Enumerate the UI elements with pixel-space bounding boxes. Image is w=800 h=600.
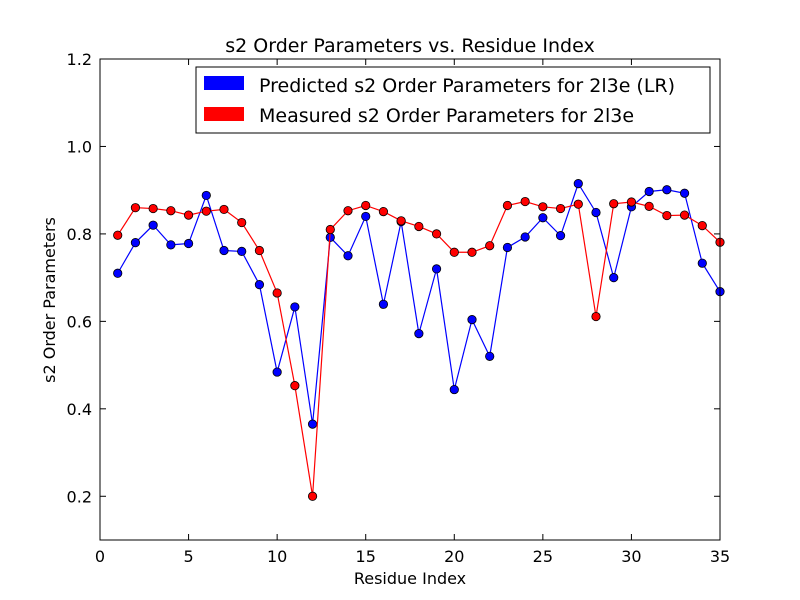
data-point xyxy=(148,203,158,214)
data-point xyxy=(148,220,158,230)
y-axis-label: s2 Order Parameters xyxy=(40,217,59,383)
data-point xyxy=(290,381,300,391)
data-point xyxy=(538,213,548,223)
data-point xyxy=(201,190,211,201)
ticks-layer: 0 5 10 15 20 25 30 35 0.2 0.4 0.6 0.8 1.0 1.2 xyxy=(67,50,731,566)
data-point xyxy=(485,241,495,251)
chart-title: s2 Order Parameters vs. Residue Index xyxy=(225,35,594,57)
y-tick-label: 0.2 xyxy=(67,487,92,506)
data-point xyxy=(343,206,353,216)
data-point xyxy=(662,185,672,195)
data-point xyxy=(467,315,477,325)
data-point xyxy=(272,367,282,377)
data-point xyxy=(520,232,530,242)
data-point xyxy=(361,200,371,211)
data-point xyxy=(573,199,583,209)
y-tick-label: 0.6 xyxy=(67,312,92,331)
data-point xyxy=(166,240,176,250)
data-point xyxy=(662,210,672,221)
legend-swatch-predicted xyxy=(204,76,244,90)
y-tick-label: 0.4 xyxy=(67,400,92,419)
data-point xyxy=(431,264,442,274)
x-tick-label: 10 xyxy=(267,547,287,566)
data-point xyxy=(113,268,123,278)
data-point xyxy=(467,247,477,257)
data-point xyxy=(343,251,353,261)
data-point xyxy=(113,230,123,240)
data-point xyxy=(414,221,424,232)
data-point xyxy=(679,210,690,220)
data-point xyxy=(573,179,583,189)
data-point xyxy=(449,384,459,395)
data-point xyxy=(201,206,211,216)
plot-area xyxy=(100,59,720,540)
data-point xyxy=(502,200,513,211)
data-point xyxy=(183,238,194,249)
x-tick-label: 15 xyxy=(356,547,376,566)
data-point xyxy=(626,197,637,207)
data-point xyxy=(307,419,318,429)
series-1 xyxy=(113,196,725,501)
x-tick-label: 35 xyxy=(710,547,730,566)
x-axis-label: Residue Index xyxy=(354,569,466,588)
y-tick-label: 0.8 xyxy=(67,225,92,244)
y-tick-label: 1.2 xyxy=(67,50,92,69)
data-point xyxy=(361,211,371,222)
data-point xyxy=(183,210,194,220)
data-point xyxy=(290,302,300,312)
data-point xyxy=(555,231,566,241)
data-point xyxy=(378,299,389,309)
x-tick-label: 0 xyxy=(95,547,105,566)
data-point xyxy=(378,207,389,217)
data-point xyxy=(431,229,442,239)
data-point xyxy=(166,206,176,216)
x-tick-label: 25 xyxy=(533,547,553,566)
legend-frame xyxy=(195,66,711,134)
data-point xyxy=(254,280,265,290)
data-point xyxy=(591,207,601,218)
legend-swatch-measured xyxy=(204,107,244,121)
data-point xyxy=(130,238,141,248)
plot-frame xyxy=(99,58,721,541)
data-point xyxy=(272,288,282,298)
data-point xyxy=(307,491,318,501)
series-0 xyxy=(113,179,725,429)
data-point xyxy=(591,311,601,322)
data-point xyxy=(219,245,229,256)
data-point xyxy=(325,224,335,235)
data-point xyxy=(644,201,654,211)
data-point xyxy=(609,273,619,283)
data-point xyxy=(414,329,424,339)
data-point xyxy=(555,203,566,214)
data-point xyxy=(449,247,459,257)
data-point xyxy=(485,351,495,361)
data-point xyxy=(130,203,141,213)
data-point xyxy=(609,199,619,209)
y-tick-label: 1.0 xyxy=(67,137,92,156)
data-point xyxy=(644,186,654,197)
x-tick-label: 5 xyxy=(183,547,193,566)
data-point xyxy=(697,221,707,231)
data-point xyxy=(697,258,707,268)
data-point xyxy=(502,242,513,253)
data-point xyxy=(538,202,548,212)
legend-label-predicted: Predicted s2 Order Parameters for 2l3e (… xyxy=(259,75,675,97)
data-point xyxy=(237,217,247,228)
data-point xyxy=(520,196,530,207)
data-point xyxy=(679,188,690,198)
x-tick-label: 30 xyxy=(621,547,641,566)
series-layer xyxy=(113,179,725,501)
x-tick-label: 20 xyxy=(444,547,464,566)
legend-label-measured: Measured s2 Order Parameters for 2l3e xyxy=(259,105,634,127)
data-point xyxy=(237,246,247,256)
data-point xyxy=(254,245,265,256)
data-point xyxy=(219,204,229,215)
data-point xyxy=(396,216,406,226)
legend: Predicted s2 Order Parameters for 2l3e (… xyxy=(195,66,711,134)
